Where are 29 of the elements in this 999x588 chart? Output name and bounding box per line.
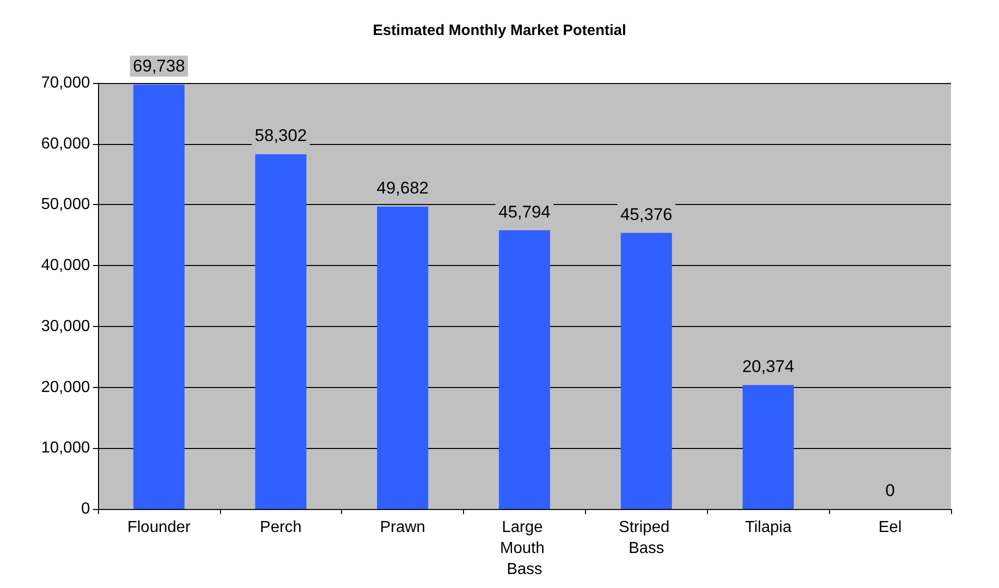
data-label: 20,374 xyxy=(742,357,794,376)
x-tick-label: Large Mouth Bass xyxy=(500,519,549,578)
y-tick-label: 10,000 xyxy=(41,440,90,457)
data-label: 0 xyxy=(885,481,895,500)
data-label: 58,302 xyxy=(254,126,307,146)
y-tick-label: 40,000 xyxy=(41,257,90,274)
data-label: 45,794 xyxy=(498,202,550,222)
y-tick-label: 30,000 xyxy=(41,318,90,335)
bar xyxy=(742,385,794,509)
x-tick-label: Eel xyxy=(878,519,902,536)
bar xyxy=(620,232,672,509)
data-label: 49,682 xyxy=(376,178,429,198)
y-tick-label: 20,000 xyxy=(41,378,90,396)
x-tick-label: Perch xyxy=(260,519,302,536)
chart-title: Estimated Monthly Market Potential xyxy=(372,22,626,39)
data-label: 69,738 xyxy=(132,56,185,76)
y-tick-label: 50,000 xyxy=(41,196,90,214)
y-tick-label: 70,000 xyxy=(41,74,90,92)
y-tick-label: 60,000 xyxy=(41,135,90,152)
bar xyxy=(133,84,185,509)
x-tick-label: Tilapia xyxy=(744,519,792,536)
data-label: 45,376 xyxy=(620,204,672,224)
x-tick-label: Prawn xyxy=(380,519,426,536)
x-tick-label: Flounder xyxy=(127,519,192,536)
bar xyxy=(255,154,306,509)
y-tick-label: 0 xyxy=(81,500,90,518)
bar xyxy=(377,206,428,509)
bar xyxy=(498,230,550,509)
x-tick-label: Striped Bass xyxy=(618,519,674,557)
